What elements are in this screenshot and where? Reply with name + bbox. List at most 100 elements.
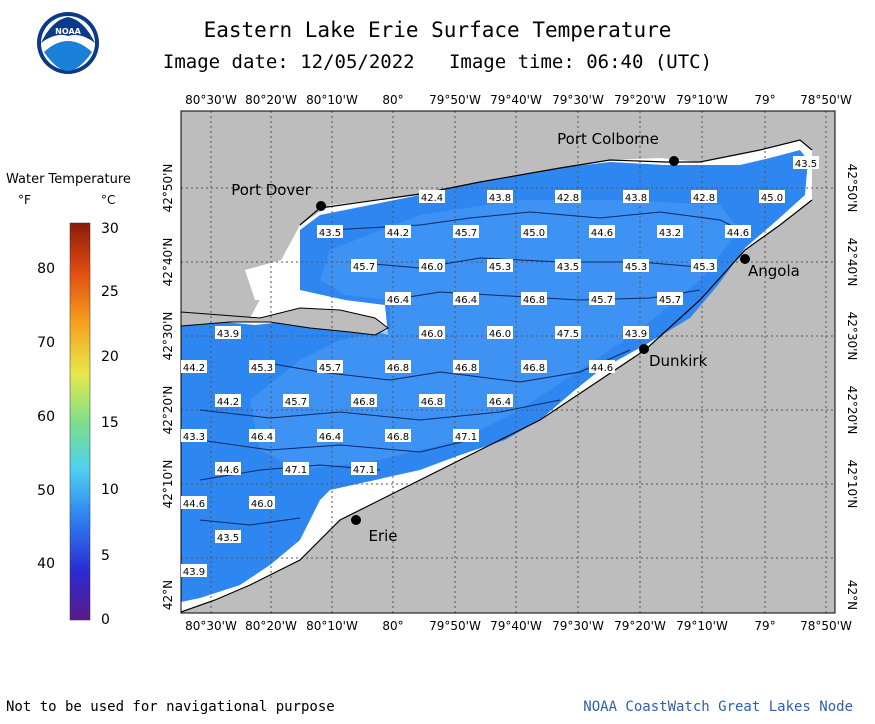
temperature-value: 42.8 — [557, 193, 579, 204]
temperature-label-box — [419, 394, 445, 407]
temperature-value: 46.8 — [353, 397, 375, 408]
temperature-label-box — [249, 429, 275, 442]
lon-label-bottom: 78°50'W — [800, 619, 852, 633]
lat-label-left: 42°10'N — [161, 460, 175, 509]
celsius-tick: 0 — [101, 612, 110, 628]
temperature-label-box — [725, 225, 751, 238]
temperature-label-box — [487, 190, 513, 203]
temperature-value: 42.4 — [421, 193, 443, 204]
temperature-label: 43.5 — [317, 225, 343, 239]
temperature-value: 44.2 — [183, 363, 205, 374]
shoreline — [299, 139, 813, 226]
temperature-label-box — [385, 292, 411, 305]
temperature-label-box — [215, 394, 241, 407]
temperature-label: 46.4 — [249, 429, 275, 443]
place-label: Port Colborne — [557, 130, 659, 148]
temperature-label-box — [351, 394, 377, 407]
temperature-value: 43.8 — [489, 193, 511, 204]
temperature-label: 44.2 — [215, 394, 241, 408]
image-date: 12/05/2022 — [300, 51, 415, 73]
temperature-label: 42.8 — [555, 190, 581, 204]
temperature-label-box — [793, 156, 819, 169]
long-point-peninsula — [181, 307, 389, 336]
temperature-label-box — [657, 225, 683, 238]
temperature-value: 45.7 — [353, 262, 375, 273]
temperature-label: 46.8 — [521, 360, 547, 374]
temperature-label: 46.8 — [419, 394, 445, 408]
temperature-value: 46.8 — [387, 363, 409, 374]
place-label: Angola — [748, 262, 800, 280]
place-marker — [669, 156, 679, 166]
temperature-label: 45.7 — [657, 292, 683, 306]
celsius-tick: 20 — [101, 349, 119, 365]
logo-lettering: NOAA — [55, 27, 81, 36]
temperature-label: 42.8 — [691, 190, 717, 204]
temperature-value: 42.8 — [693, 193, 715, 204]
temperature-value: 43.5 — [795, 159, 817, 170]
temperature-label-box — [759, 190, 785, 203]
temperature-label-box — [419, 259, 445, 272]
temperature-value: 45.3 — [625, 262, 647, 273]
fahrenheit-tick: 70 — [37, 335, 55, 351]
temperature-value: 44.2 — [217, 397, 239, 408]
temperature-label-box — [453, 360, 479, 373]
temperature-label: 46.8 — [385, 360, 411, 374]
place-label: Port Dover — [231, 181, 311, 199]
lon-label-bottom: 79°10'W — [676, 619, 728, 633]
celsius-tick: 15 — [101, 415, 119, 431]
temperature-label: 43.8 — [487, 190, 513, 204]
temperature-label-box — [351, 259, 377, 272]
temperature-label-box — [249, 496, 275, 509]
lon-label-bottom: 80°30'W — [185, 619, 237, 633]
temperature-label: 46.8 — [385, 429, 411, 443]
lat-label-left: 42°40'N — [161, 238, 175, 287]
temperature-label: 45.7 — [283, 394, 309, 408]
fahrenheit-tick: 40 — [37, 556, 55, 572]
lon-label-bottom: 80° — [382, 619, 403, 633]
shoreline-south — [181, 199, 813, 613]
unit-celsius: °C — [101, 193, 116, 207]
lat-label-right: 42°50'N — [845, 164, 859, 213]
lon-label-bottom: 79°20'W — [614, 619, 666, 633]
unit-fahrenheit: °F — [18, 193, 31, 207]
lat-label-left: 42°20'N — [161, 386, 175, 435]
temperature-label: 44.2 — [181, 360, 207, 374]
temperature-value: 47.1 — [455, 432, 477, 443]
temperature-label-box — [249, 360, 275, 373]
lat-label-left: 42°50'N — [161, 164, 175, 213]
disclaimer-text: Not to be used for navigational purpose — [6, 699, 335, 715]
lon-label-bottom: 79° — [754, 619, 775, 633]
temperature-value: 45.3 — [489, 262, 511, 273]
fahrenheit-tick: 80 — [37, 261, 55, 277]
lat-label-left: 42°N — [161, 580, 175, 610]
temperature-value: 46.4 — [387, 295, 409, 306]
temperature-label: 45.7 — [317, 360, 343, 374]
temperature-value: 43.8 — [625, 193, 647, 204]
fahrenheit-tick: 60 — [37, 409, 55, 425]
temperature-value: 46.8 — [455, 363, 477, 374]
lat-label-left: 42°30'N — [161, 312, 175, 361]
temperature-value: 47.5 — [557, 329, 579, 340]
temperature-label: 45.7 — [589, 292, 615, 306]
celsius-tick: 25 — [101, 284, 119, 300]
temperature-label: 43.5 — [215, 530, 241, 544]
temperature-value: 46.4 — [455, 295, 477, 306]
lon-label-bottom: 80°10'W — [306, 619, 358, 633]
noaa-logo: NOAA — [37, 12, 99, 74]
temperature-label-box — [385, 429, 411, 442]
temperature-label: 42.4 — [419, 190, 445, 204]
temperature-label-box — [589, 225, 615, 238]
lon-label-top: 79° — [754, 93, 775, 107]
temperature-label: 44.6 — [589, 360, 615, 374]
temperature-label-box — [283, 462, 309, 475]
lon-label-top: 79°40'W — [490, 93, 542, 107]
temperature-value: 45.7 — [659, 295, 681, 306]
temperature-label: 46.8 — [351, 394, 377, 408]
temperature-label-box — [487, 259, 513, 272]
temperature-value: 43.2 — [659, 228, 681, 239]
temperature-value: 43.3 — [183, 432, 205, 443]
fahrenheit-tick: 50 — [37, 483, 55, 499]
lon-label-top: 79°50'W — [429, 93, 481, 107]
place-marker — [740, 254, 750, 264]
temperature-value: 43.5 — [217, 533, 239, 544]
